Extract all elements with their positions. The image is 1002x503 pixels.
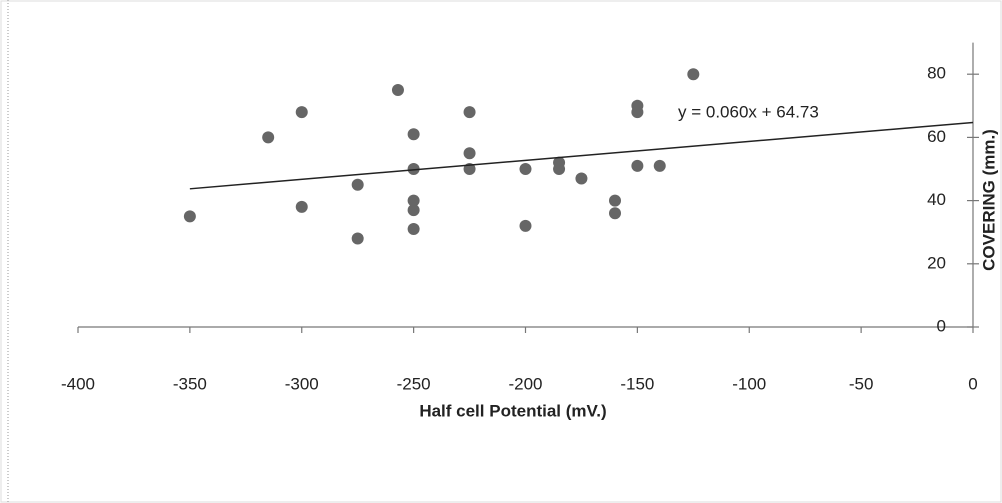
point (519, 163, 532, 175)
point (653, 159, 666, 172)
point (407, 204, 420, 217)
point (262, 131, 275, 144)
point (631, 106, 644, 119)
y-tick-label: 60 (927, 127, 946, 146)
point (553, 163, 566, 175)
point (407, 163, 420, 175)
point (407, 128, 420, 141)
x-tick-label: -300 (285, 374, 319, 393)
x-tick-label: -200 (508, 374, 542, 393)
x-tick-label: 0 (968, 374, 977, 393)
x-tick-label: -150 (620, 374, 654, 393)
point (295, 200, 308, 213)
x-tick-label: -50 (849, 374, 874, 393)
point (391, 84, 404, 96)
point (407, 223, 420, 236)
trendline-equation: y = 0.060x + 64.73 (678, 102, 819, 121)
y-tick-label: 80 (927, 64, 946, 83)
x-tick-label: -100 (732, 374, 766, 393)
x-axis-label: Half cell Potential (mV.) (419, 401, 606, 420)
point (609, 207, 621, 220)
point (351, 232, 364, 245)
y-tick-label: 40 (927, 190, 946, 209)
y-tick-label: 0 (937, 316, 946, 335)
point (295, 106, 308, 119)
point (631, 159, 644, 172)
point (463, 106, 476, 119)
point (463, 147, 476, 160)
y-axis-label: COVERING (mm.) (979, 129, 998, 271)
x-tick-label: -250 (397, 374, 431, 393)
trendline (189, 121, 974, 190)
point (351, 178, 364, 191)
y-tick-label: 20 (927, 253, 946, 272)
point (575, 172, 588, 185)
x-tick-label: -400 (61, 374, 95, 393)
point (609, 194, 621, 207)
point (407, 194, 420, 207)
point (519, 219, 532, 232)
point (687, 68, 700, 81)
x-tick-label: -350 (173, 374, 207, 393)
point (183, 210, 196, 223)
